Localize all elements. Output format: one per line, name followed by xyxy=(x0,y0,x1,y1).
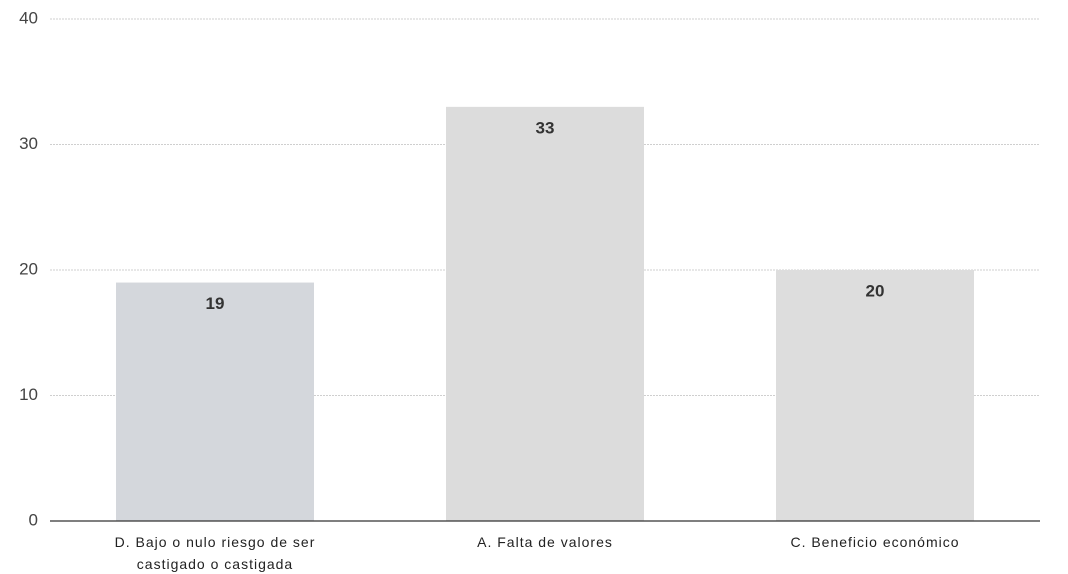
bar xyxy=(776,270,974,521)
x-tick-label: A. Falta de valores xyxy=(477,534,613,550)
bar xyxy=(116,282,314,521)
data-label: 20 xyxy=(866,281,885,300)
data-label: 33 xyxy=(536,118,555,137)
x-tick-label: C. Beneficio económico xyxy=(790,534,959,550)
y-tick-label: 20 xyxy=(19,259,38,278)
y-tick-label: 30 xyxy=(19,134,38,153)
y-tick-label: 0 xyxy=(29,510,38,529)
y-tick-label: 40 xyxy=(19,8,38,27)
bar xyxy=(446,106,644,521)
y-tick-label: 10 xyxy=(19,385,38,404)
x-tick-label: D. Bajo o nulo riesgo de ser castigado o … xyxy=(115,534,316,572)
data-label: 19 xyxy=(206,294,225,313)
